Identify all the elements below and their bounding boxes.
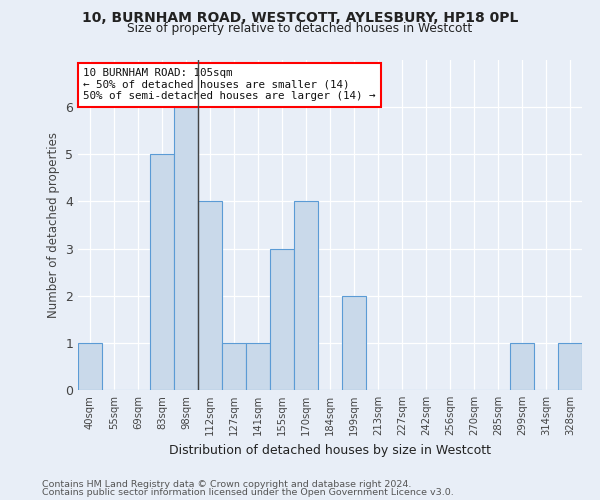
Text: Contains HM Land Registry data © Crown copyright and database right 2024.: Contains HM Land Registry data © Crown c… — [42, 480, 412, 489]
Bar — [150, 154, 174, 390]
Text: Contains public sector information licensed under the Open Government Licence v3: Contains public sector information licen… — [42, 488, 454, 497]
Text: Size of property relative to detached houses in Westcott: Size of property relative to detached ho… — [127, 22, 473, 35]
Y-axis label: Number of detached properties: Number of detached properties — [47, 132, 59, 318]
Text: 10 BURNHAM ROAD: 105sqm
← 50% of detached houses are smaller (14)
50% of semi-de: 10 BURNHAM ROAD: 105sqm ← 50% of detache… — [83, 68, 376, 102]
Bar — [510, 343, 534, 390]
Bar — [342, 296, 366, 390]
Bar — [294, 202, 318, 390]
Bar — [246, 343, 270, 390]
Bar — [558, 343, 582, 390]
Text: 10, BURNHAM ROAD, WESTCOTT, AYLESBURY, HP18 0PL: 10, BURNHAM ROAD, WESTCOTT, AYLESBURY, H… — [82, 11, 518, 25]
Bar — [270, 248, 294, 390]
Bar — [198, 202, 222, 390]
Bar — [222, 343, 246, 390]
Bar — [78, 343, 102, 390]
X-axis label: Distribution of detached houses by size in Westcott: Distribution of detached houses by size … — [169, 444, 491, 456]
Bar — [174, 107, 198, 390]
